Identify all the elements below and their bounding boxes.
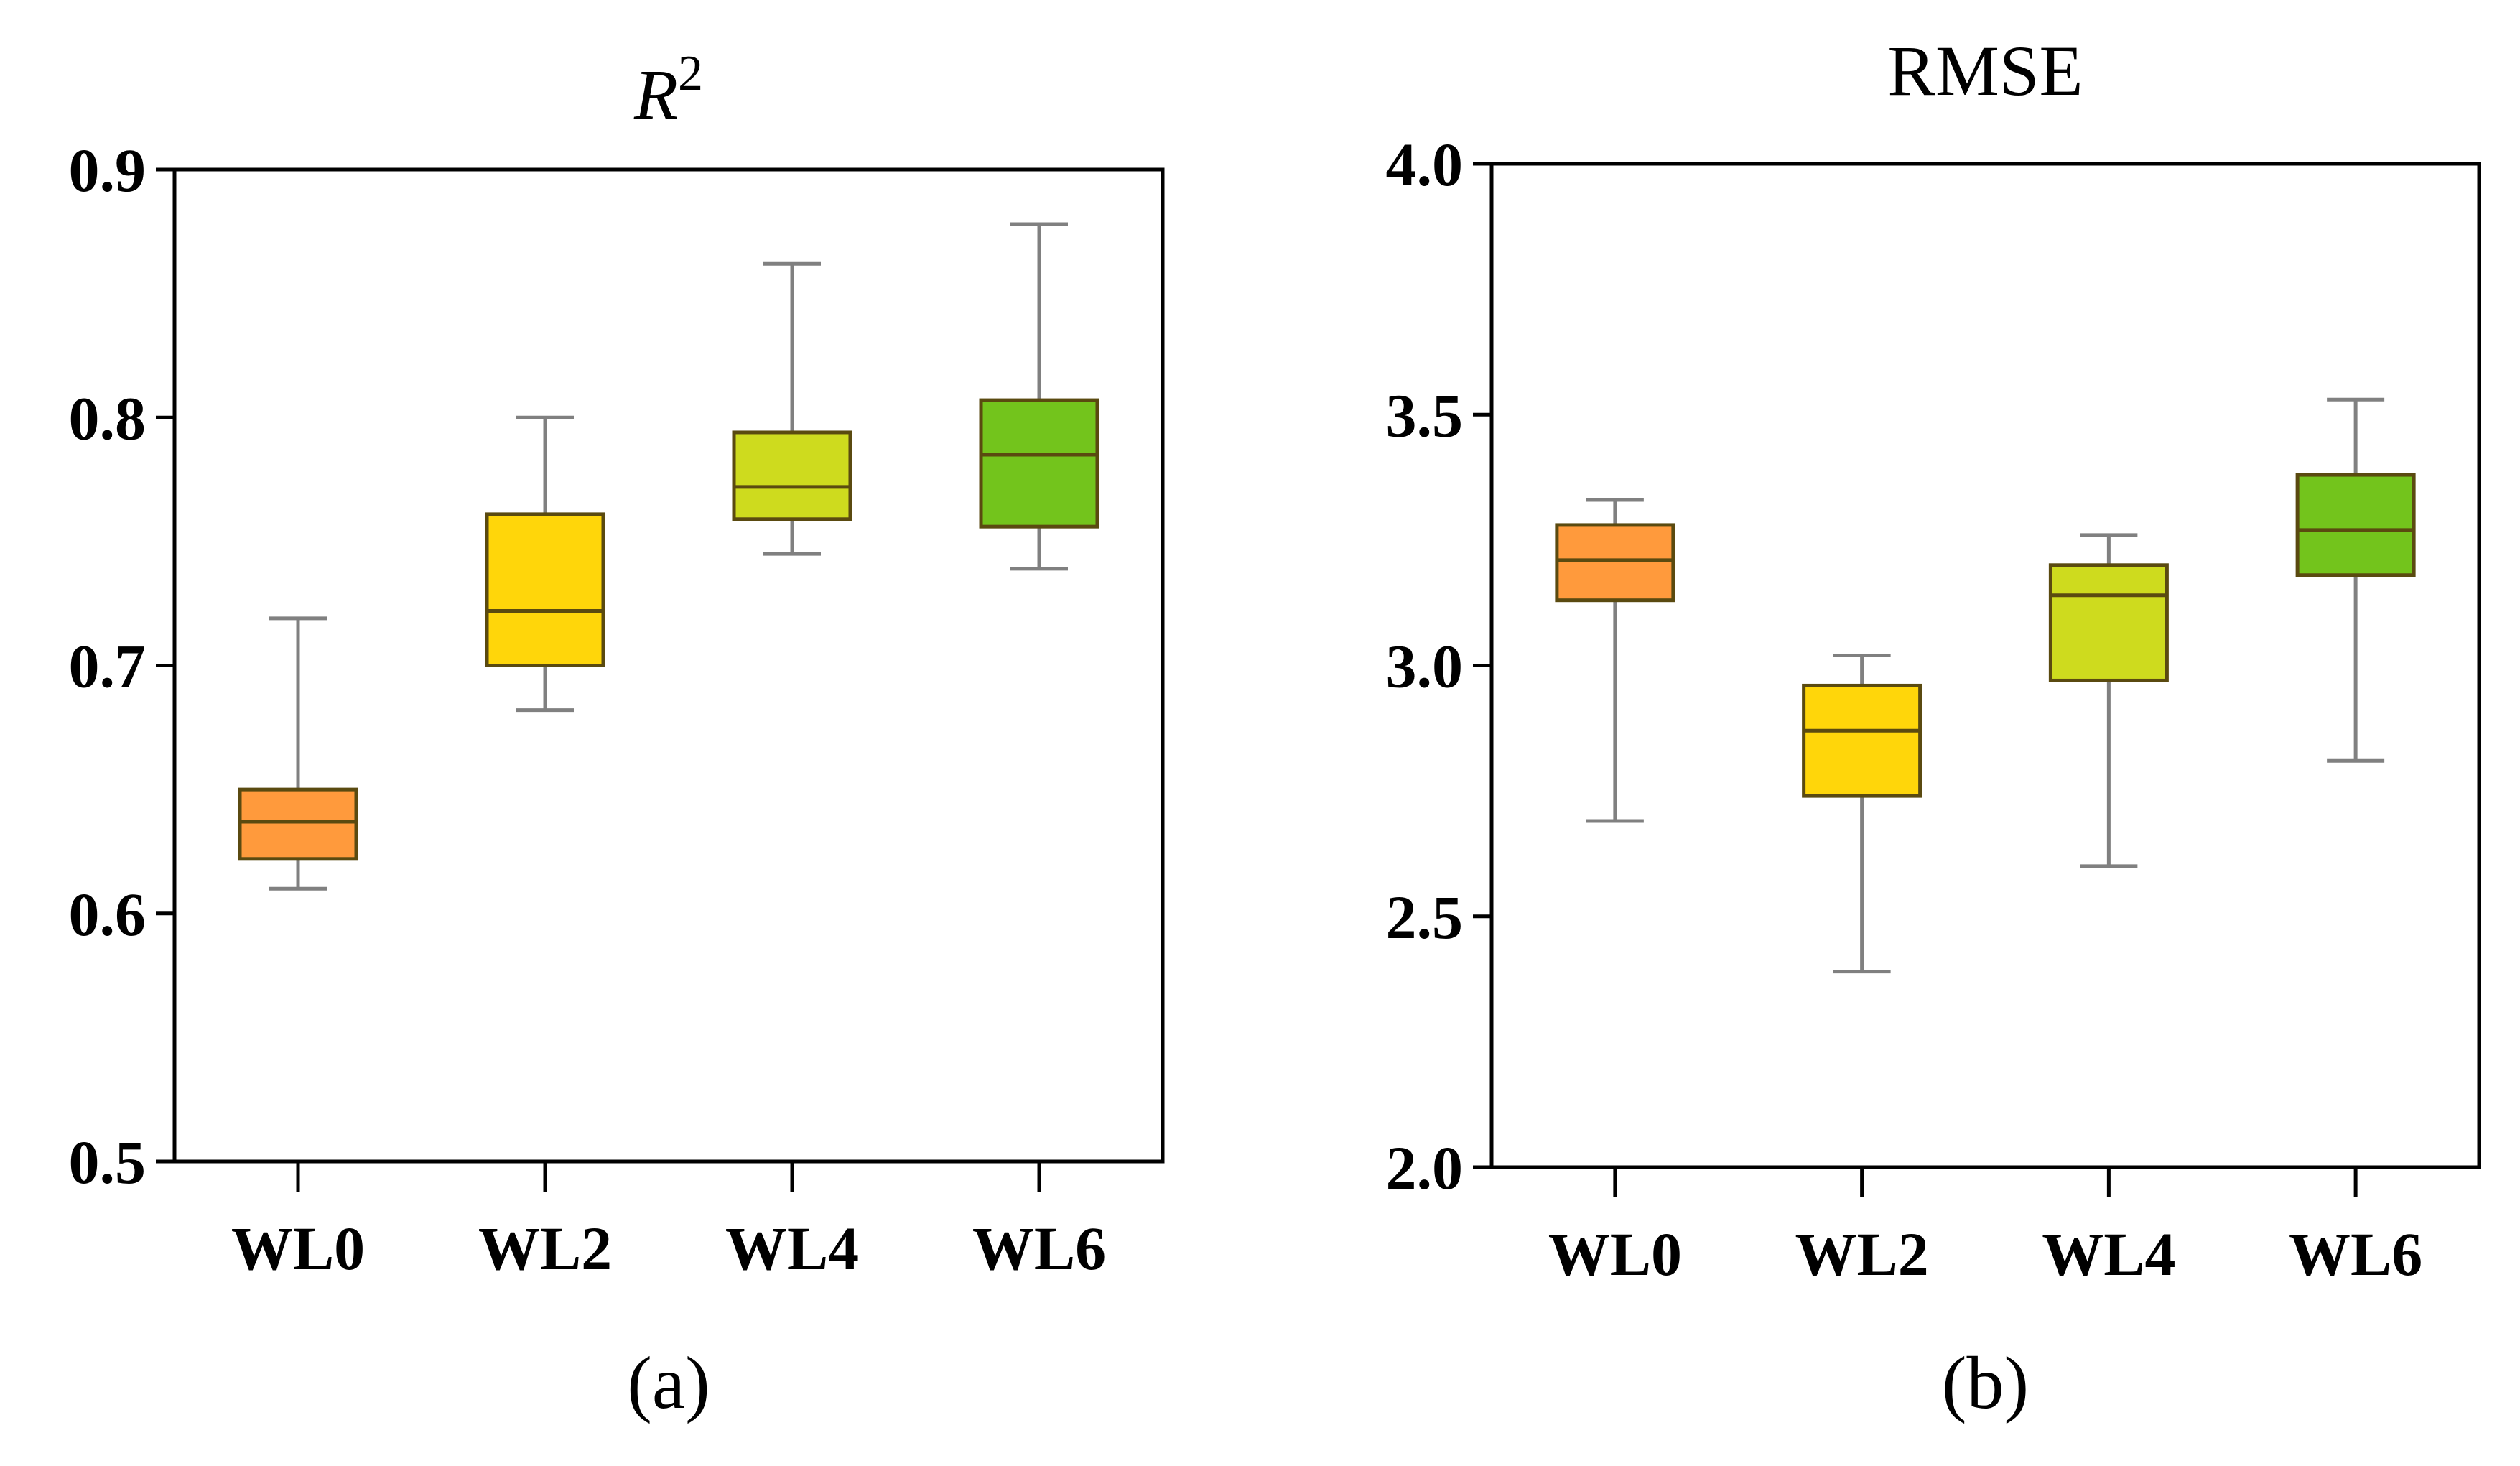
box-iqr xyxy=(2048,563,2169,682)
box-iqr xyxy=(485,512,605,668)
box-wl0 xyxy=(238,616,358,891)
y-tick-label: 0.6 xyxy=(69,880,147,949)
x-tick-label: WL2 xyxy=(1795,1220,1928,1289)
y-tick-label: 2.5 xyxy=(1386,883,1464,952)
x-tick-label: WL4 xyxy=(725,1214,859,1283)
y-tick-label: 2.0 xyxy=(1386,1133,1464,1202)
chart-panel-a: 0.5 0.6 0.7 0.8 0.9 WL0 WL2 WL4 WL6 R2 (a) xyxy=(69,46,1165,1424)
plot-frame xyxy=(1489,162,2481,1169)
box-wl4 xyxy=(2048,533,2169,868)
y-tick-label: 0.7 xyxy=(69,632,147,701)
x-tick-label: WL4 xyxy=(2042,1220,2175,1289)
y-tick-label: 3.0 xyxy=(1386,632,1464,701)
chart-title: R2 xyxy=(633,46,703,134)
box-wl6 xyxy=(2295,397,2416,763)
x-tick-label: WL2 xyxy=(478,1214,612,1283)
y-tick-label: 4.0 xyxy=(1386,130,1464,199)
box-iqr xyxy=(979,398,1099,529)
box-wl2 xyxy=(1802,654,1922,974)
chart-panel-b: 2.0 2.5 3.0 3.5 4.0 WL0 WL2 WL4 WL6 RMSE (b) xyxy=(1386,31,2481,1424)
y-tick-label: 0.5 xyxy=(69,1128,147,1197)
plot-frame xyxy=(172,167,1165,1164)
y-tick-label: 0.8 xyxy=(69,384,147,453)
box-iqr xyxy=(1555,523,1675,603)
box-iqr xyxy=(1802,683,1922,798)
box-iqr xyxy=(238,787,358,861)
box-wl0 xyxy=(1555,498,1675,823)
box-wl6 xyxy=(979,222,1099,571)
x-tick-label: WL6 xyxy=(2289,1220,2422,1289)
x-tick-label: WL6 xyxy=(972,1214,1106,1283)
box-iqr xyxy=(2295,473,2416,577)
panel-label: (b) xyxy=(1942,1342,2029,1424)
panel-label: (a) xyxy=(627,1342,710,1424)
box-wl4 xyxy=(732,261,852,556)
chart-title: RMSE xyxy=(1887,31,2083,111)
x-tick-label: WL0 xyxy=(1548,1220,1682,1289)
x-tick-label: WL0 xyxy=(231,1214,365,1283)
box-wl2 xyxy=(485,415,605,713)
y-tick-label: 0.9 xyxy=(69,136,147,205)
y-tick-label: 3.5 xyxy=(1386,381,1464,450)
box-iqr xyxy=(732,430,852,521)
